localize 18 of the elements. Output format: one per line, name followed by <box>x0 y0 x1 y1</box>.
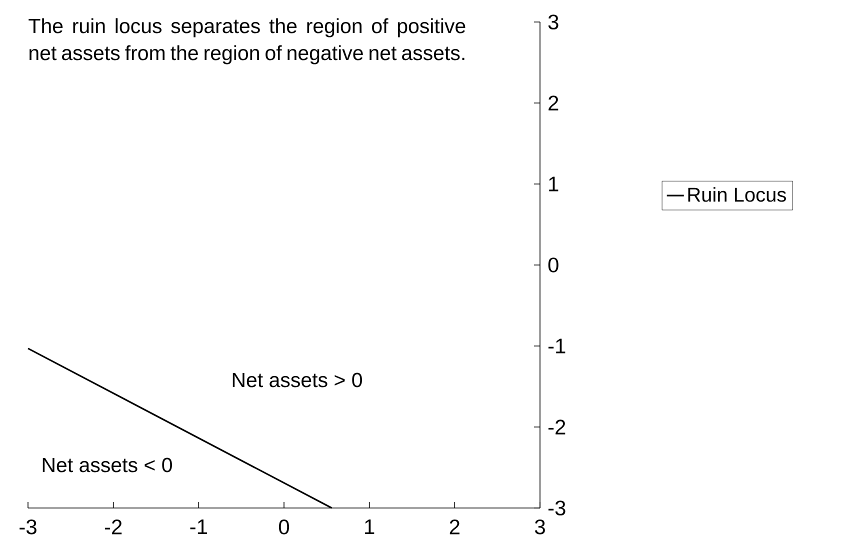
y-tick-label: 0 <box>548 258 558 272</box>
y-tick-label: 3 <box>548 14 558 30</box>
x-tick-label: -1 <box>190 520 207 534</box>
y-tick-label: 1 <box>549 176 558 192</box>
x-tick-label: 2 <box>450 520 460 534</box>
y-tick-label: 2 <box>548 96 558 110</box>
x-tick-label: -2 <box>104 520 122 534</box>
y-tick-label: -3 <box>548 500 566 516</box>
x-tick-label: 1 <box>365 520 374 534</box>
legend-label: Ruin Locus <box>688 187 786 202</box>
x-tick-label: -3 <box>20 520 36 534</box>
annotation: The ruin locus separates the region of positive net assets from the region of negative net assets. <box>28 18 466 64</box>
y-tick-label: -2 <box>548 420 566 434</box>
x-tick-label: 0 <box>278 520 290 534</box>
annotation: Net assets > 0 <box>232 372 362 388</box>
x-tick-label: 3 <box>534 520 545 534</box>
y-tick-label: -1 <box>548 338 566 354</box>
annotation: Net assets < 0 <box>42 458 172 472</box>
